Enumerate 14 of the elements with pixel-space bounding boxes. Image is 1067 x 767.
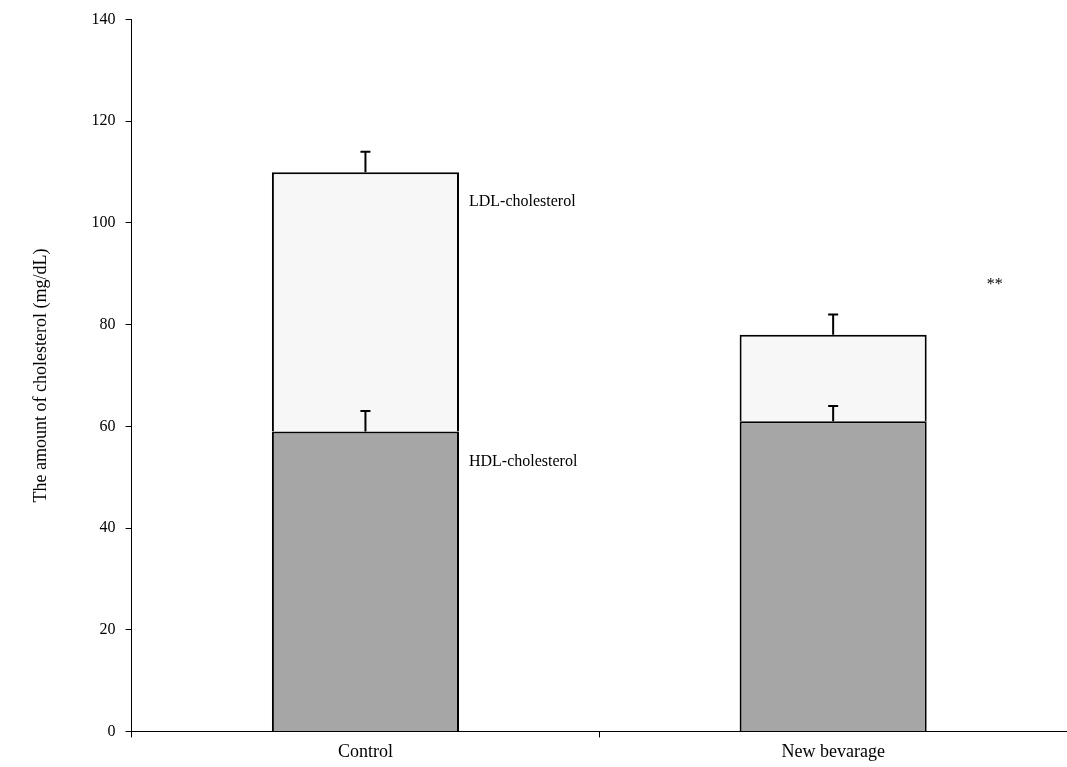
y-tick-label: 20 [99,619,116,637]
y-tick-label: 100 [91,213,116,231]
y-axis-title: The amount of cholesterol (mg/dL) [29,248,51,503]
y-tick-label: 0 [107,721,116,739]
y-tick-label: 40 [99,518,116,536]
annotation: ** [986,275,1003,293]
y-tick-label: 140 [91,9,116,27]
series-label: LDL-cholesterol [468,192,577,210]
y-tick-label: 80 [99,314,116,332]
x-tick-label: New bevarage [781,740,885,761]
x-tick-label: Control [337,740,393,761]
y-tick-label: 120 [91,111,116,129]
y-tick-label: 60 [99,416,116,434]
series-label: HDL-cholesterol [468,451,578,469]
